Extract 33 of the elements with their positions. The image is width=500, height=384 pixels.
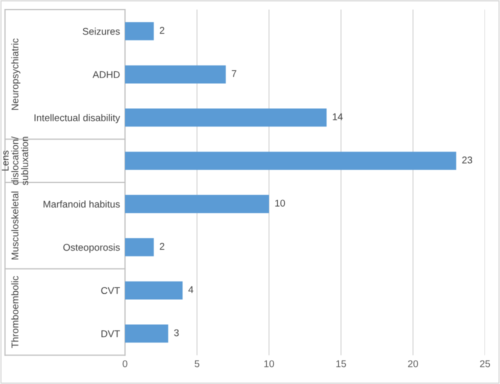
- bar: [125, 238, 154, 256]
- text: Lens dislocation/ subluxation: [2, 136, 28, 186]
- y-tick-label: Osteoporosis: [63, 244, 120, 253]
- bar: [125, 324, 168, 343]
- x-tick-label: 5: [194, 360, 200, 368]
- y-tick-label: CVT: [101, 287, 120, 294]
- y-tick-label: Marfanoid habitus: [44, 200, 120, 208]
- bar: [125, 108, 327, 127]
- x-tick-label: 15: [336, 360, 346, 368]
- bar: [125, 22, 154, 40]
- x-tick-label: 0: [122, 360, 128, 368]
- bar: [125, 152, 456, 170]
- bar: [125, 65, 226, 84]
- x-tick-label: 10: [264, 360, 274, 368]
- y-tick-label: ADHD: [92, 71, 120, 78]
- text: Musculoskeletal: [11, 192, 18, 260]
- x-tick-label: 20: [408, 360, 418, 368]
- data-label: 10: [275, 200, 285, 207]
- data-label: 3: [174, 329, 179, 336]
- data-label: 2: [160, 26, 164, 34]
- data-label: 7: [232, 70, 236, 77]
- data-label: 2: [160, 242, 164, 250]
- y-tick-label: Intellectual disability: [34, 114, 120, 124]
- y-tick-label: DVT: [101, 330, 120, 338]
- x-tick-label: 25: [480, 360, 490, 368]
- y-tick-label: Seizures: [82, 28, 120, 35]
- data-label: 4: [188, 286, 194, 293]
- text: Neuropsychiatric: [11, 38, 20, 110]
- bar: [125, 194, 269, 214]
- bar: [125, 281, 183, 300]
- data-label: 23: [462, 156, 472, 164]
- data-label: 14: [332, 113, 343, 120]
- text: Thromboembolic: [11, 276, 18, 348]
